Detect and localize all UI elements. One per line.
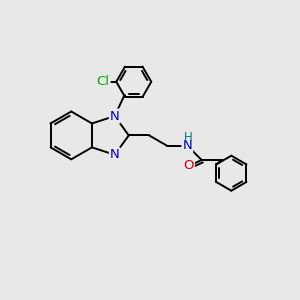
Text: Cl: Cl (97, 75, 110, 88)
Text: N: N (110, 110, 120, 123)
Text: O: O (183, 159, 194, 172)
Text: N: N (110, 148, 120, 161)
Text: H: H (184, 131, 193, 144)
Text: N: N (182, 139, 192, 152)
